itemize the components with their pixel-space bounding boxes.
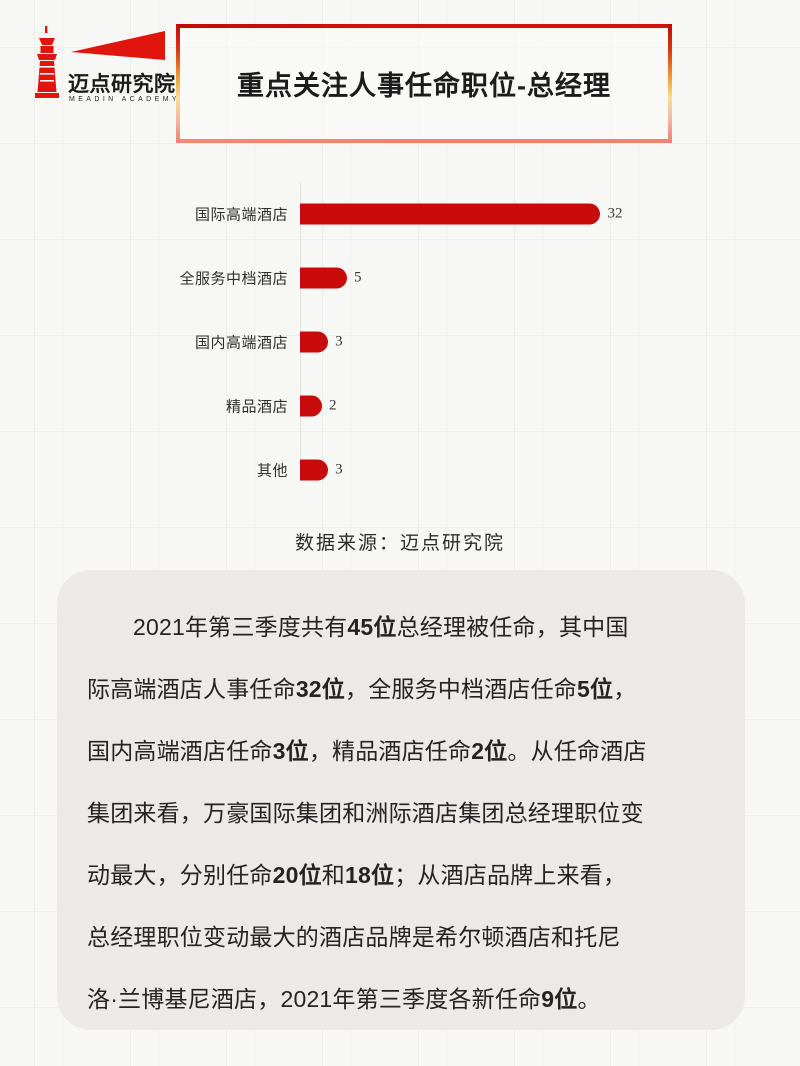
summary-text-run: ，全服务中档酒店任命 [345, 676, 577, 702]
summary-text-run: 总经理职位变动最大的酒店品牌是希尔顿酒店和托尼 [87, 924, 621, 950]
bar-row: 国际高端酒店 32 [0, 197, 800, 231]
bar-value-label: 3 [335, 333, 343, 350]
summary-text-run: 洛·兰博基尼酒店，2021年第三季度各新任命 [87, 986, 542, 1012]
summary-line: 总经理职位变动最大的酒店品牌是希尔顿酒店和托尼 [87, 906, 715, 968]
chart-value-axis [300, 183, 301, 473]
summary-card: 2021年第三季度共有45位总经理被任命，其中国 际高端酒店人事任命32位，全服务… [57, 570, 745, 1030]
summary-line: 动最大，分别任命20位和18位；从酒店品牌上来看， [87, 844, 715, 906]
bar-value-label: 5 [353, 269, 362, 286]
bar-segment [300, 203, 601, 225]
bar-row: 其他 3 [0, 453, 800, 487]
bar-value-label: 3 [335, 461, 343, 478]
title-border-bottom [176, 139, 672, 143]
bar-row: 全服务中档酒店 5 [0, 261, 800, 295]
page-title: 重点关注人事任命职位-总经理 [237, 71, 611, 101]
summary-line: 国内高端酒店任命3位，精品酒店任命2位。从任命酒店 [87, 720, 715, 782]
summary-text-run: 集团来看，万豪国际集团和洲际酒店集团总经理职位变 [87, 800, 644, 826]
bar-row: 精品酒店 2 [0, 389, 800, 423]
bar-category-label: 国际高端酒店 [194, 206, 288, 224]
title-border-top [176, 24, 672, 28]
bar-category-label: 国内高端酒店 [194, 334, 288, 352]
summary-highlight: 9位 [541, 986, 578, 1012]
summary-line: 2021年第三季度共有45位总经理被任命，其中国 [87, 596, 715, 658]
bar-value-label: 2 [329, 397, 337, 414]
summary-highlight: 5位 [577, 676, 614, 702]
title-border-left [176, 24, 180, 143]
summary-text-run: 和 [321, 862, 345, 888]
header: 迈点研究院 MEADIN ACADEMY 重点关注人事任命职位-总经理 [0, 0, 800, 160]
summary-highlight: 3位 [272, 738, 309, 764]
summary-text-run: ， [613, 676, 637, 702]
bar-row: 国内高端酒店 3 [0, 325, 800, 359]
beam-icon [71, 31, 165, 60]
summary-line: 洛·兰博基尼酒店，2021年第三季度各新任命9位。 [87, 968, 715, 1030]
summary-highlight: 2位 [471, 738, 508, 764]
title-box: 重点关注人事任命职位-总经理 [176, 24, 672, 143]
brand-name-cn: 迈点研究院 [68, 73, 176, 96]
summary-highlight: 45位 [347, 614, 397, 640]
brand-name-en: MEADIN ACADEMY [69, 96, 180, 103]
summary-text-run: 国内高端酒店任命 [87, 738, 273, 764]
summary-text-run: 2021年第三季度共有 [133, 614, 348, 640]
bar-category-label: 全服务中档酒店 [179, 270, 288, 288]
summary-text: 2021年第三季度共有45位总经理被任命，其中国 际高端酒店人事任命32位，全服务… [87, 596, 715, 1030]
summary-highlight: 20位 [272, 862, 322, 888]
bar-segment [300, 459, 329, 481]
bar-segment [300, 331, 329, 353]
summary-text-run: 总经理被任命，其中国 [396, 614, 629, 640]
title-border-right [668, 24, 672, 143]
bar-category-label: 精品酒店 [225, 398, 288, 416]
summary-text-run: 。 [577, 986, 601, 1012]
summary-highlight: 32位 [295, 676, 345, 702]
bar-segment [300, 267, 347, 289]
source-note: 数据来源：迈点研究院 [294, 533, 505, 554]
summary-line: 集团来看，万豪国际集团和洲际酒店集团总经理职位变 [87, 782, 715, 844]
summary-text-run: ；从酒店品牌上来看， [394, 862, 627, 888]
summary-text-run: ，精品酒店任命 [308, 738, 472, 764]
bar-segment [300, 395, 322, 417]
bar-category-label: 其他 [256, 462, 288, 480]
summary-highlight: 18位 [345, 862, 395, 888]
summary-text-run: 际高端酒店人事任命 [87, 676, 296, 702]
summary-text-run: 。从任命酒店 [507, 738, 647, 764]
bar-value-label: 32 [607, 205, 623, 222]
bar-chart: 国际高端酒店 32 全服务中档酒店 5 国内高端酒店 3 精品酒店 2 其他 3 [0, 175, 800, 505]
summary-text-run: 动最大，分别任命 [87, 862, 273, 888]
lighthouse-icon [35, 26, 59, 98]
brand-logo: 迈点研究院 MEADIN ACADEMY [22, 24, 177, 116]
summary-line: 际高端酒店人事任命32位，全服务中档酒店任命5位， [87, 658, 715, 720]
